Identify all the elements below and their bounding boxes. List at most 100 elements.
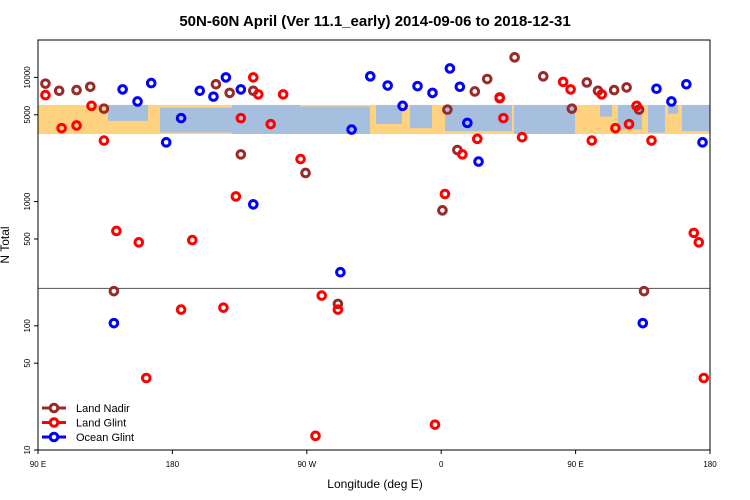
land-nadir-point: [608, 84, 620, 96]
land-glint-point: [457, 149, 468, 160]
land-nadir-point: [469, 86, 481, 97]
map-band-ocean: [668, 104, 678, 114]
ocean-glint-point: [346, 124, 357, 135]
land-glint-point: [610, 122, 621, 134]
ocean-glint-legend-marker: [48, 431, 60, 443]
land-glint-point: [265, 118, 277, 130]
land-glint-point: [498, 112, 509, 124]
land-glint-point: [516, 131, 528, 143]
ocean-glint-point: [651, 83, 662, 95]
map-band-ocean: [300, 106, 370, 135]
plot-frame: [37, 39, 711, 451]
land-nadir-point: [98, 103, 110, 114]
land-nadir-point: [509, 52, 520, 63]
land-glint-point: [646, 135, 657, 146]
y-axis-label: N Total: [0, 226, 12, 263]
ocean-glint-point: [208, 91, 219, 102]
land-nadir-point: [537, 71, 549, 82]
ocean-glint-point: [145, 77, 157, 89]
y-tick-label: 10000: [23, 66, 32, 89]
land-glint-point: [332, 304, 344, 315]
land-glint-point: [86, 100, 97, 112]
land-nadir-point: [481, 73, 493, 85]
land-glint-point: [295, 153, 306, 165]
land-nadir-point: [332, 298, 344, 310]
land-glint-point: [218, 302, 229, 313]
chart-title: 50N-60N April (Ver 11.1_early) 2014-09-0…: [179, 13, 570, 30]
land-nadir-point: [210, 78, 222, 90]
ocean-glint-point: [382, 80, 393, 91]
land-glint-point: [277, 89, 289, 100]
map-band-ocean: [410, 104, 432, 129]
y-tick-label: 10: [23, 445, 32, 454]
land-nadir-point: [442, 104, 453, 115]
y-tick-label: 5000: [23, 105, 32, 123]
land-nadir-point: [581, 77, 593, 88]
ocean-glint-point: [637, 317, 649, 329]
x-tick-label: 90 E: [567, 460, 583, 469]
map-band-ocean: [600, 104, 612, 117]
land-glint-point: [175, 304, 187, 315]
land-nadir-point: [108, 285, 120, 297]
ocean-glint-point: [681, 78, 692, 90]
land-glint-point: [140, 372, 152, 384]
y-tick-label: 100: [23, 319, 32, 333]
land-nadir-legend-marker: [48, 402, 60, 414]
x-tick-label: 180: [166, 460, 180, 469]
ocean-glint-point: [235, 84, 247, 95]
ocean-glint-point: [454, 81, 466, 93]
map-band-ocean: [514, 104, 575, 135]
land-glint-point: [133, 237, 145, 248]
x-tick-label: 90 E: [30, 460, 46, 469]
ocean-glint-point: [117, 84, 128, 95]
land-glint-point: [235, 112, 247, 124]
ocean-glint-point: [462, 117, 473, 129]
ocean-glint-point: [247, 199, 259, 210]
ocean-glint-point: [108, 317, 120, 329]
ocean-glint-point: [473, 156, 484, 167]
land-nadir-legend-label: Land Nadir: [76, 403, 130, 415]
land-nadir-point: [437, 205, 448, 216]
world-map-band: [38, 104, 710, 135]
land-glint-point: [623, 118, 635, 130]
map-band-ocean: [648, 104, 665, 133]
land-glint-point: [494, 92, 505, 104]
ocean-glint-legend-label: Ocean Glint: [76, 432, 134, 444]
x-tick-label: 180: [703, 460, 717, 469]
land-glint-point: [98, 135, 110, 146]
map-band-ocean: [232, 104, 300, 135]
land-glint-point: [429, 419, 441, 430]
land-glint-point: [557, 76, 569, 88]
ocean-glint-point: [364, 71, 376, 82]
map-band-ocean: [445, 104, 512, 132]
ocean-glint-point: [412, 80, 423, 92]
map-band-ocean: [160, 107, 232, 133]
land-glint-point: [187, 234, 198, 246]
ocean-glint-point: [397, 100, 408, 112]
ocean-glint-point: [697, 137, 708, 148]
land-glint-point: [586, 135, 598, 146]
land-nadir-point: [235, 149, 247, 160]
ocean-glint-point: [160, 137, 172, 148]
land-glint-point: [111, 225, 122, 237]
y-tick-label: 500: [23, 232, 32, 246]
land-glint-point: [693, 237, 705, 248]
land-glint-point: [310, 430, 321, 442]
land-glint-point: [439, 188, 451, 200]
land-nadir-point: [53, 85, 65, 97]
scatter-points: [40, 52, 710, 442]
land-glint-point: [631, 100, 642, 112]
land-glint-point: [40, 89, 51, 101]
ocean-glint-point: [427, 87, 438, 99]
land-glint-point: [688, 227, 700, 239]
x-tick-label: 90 W: [297, 460, 316, 469]
land-glint-point: [316, 290, 328, 301]
land-nadir-point: [84, 81, 96, 93]
land-glint-point: [252, 89, 264, 100]
land-nadir-point: [224, 87, 235, 99]
axis-ticks: 90 E 180 90 W 0 90 E 180 10 50 100 500 1000 5000 100…: [23, 66, 717, 469]
ocean-glint-point: [132, 96, 143, 107]
ocean-glint-point: [666, 96, 677, 107]
y-tick-label: 50: [23, 358, 32, 367]
